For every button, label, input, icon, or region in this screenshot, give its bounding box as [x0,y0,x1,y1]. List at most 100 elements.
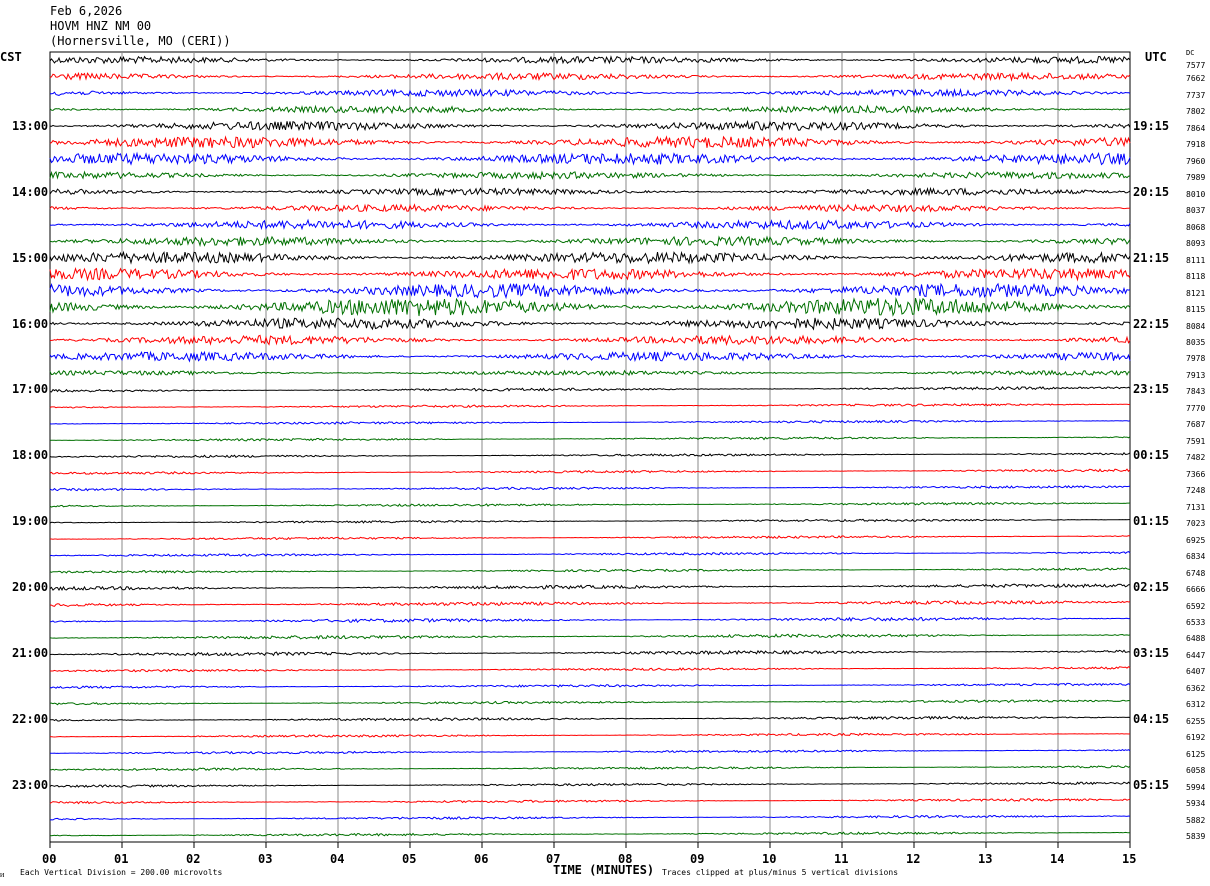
dc-value: 5882 [1186,815,1206,825]
trace-line [49,798,1131,805]
station-label: HOVM HNZ NM 00 [50,19,152,33]
trace-line [49,350,1131,363]
trace-line [49,151,1131,166]
utc-hour-label: 20:15 [1133,184,1170,199]
trace-line [49,282,1131,300]
x-tick-label: 09 [690,852,705,866]
trace-line [49,203,1131,213]
trace-line [49,715,1131,722]
trace-line [49,218,1131,231]
dc-value: 7662 [1186,74,1206,84]
dc-value: 6192 [1186,733,1206,743]
cst-hour-label: 17:00 [12,382,49,397]
trace-line [49,436,1131,442]
trace-line [49,551,1131,557]
dc-label: DC [1186,49,1195,57]
dc-value: 8035 [1186,337,1206,347]
dc-value: 8115 [1186,305,1206,315]
utc-hour-label: 03:15 [1133,645,1170,660]
trace-line [49,119,1131,132]
dc-value: 6125 [1186,749,1206,759]
trace-line [49,403,1131,409]
location-label: (Hornersville, MO (CERI)) [50,34,231,48]
trace-line [49,266,1131,282]
dc-value: 5994 [1186,782,1206,792]
dc-value: 7023 [1186,519,1206,529]
trace-line [49,485,1131,492]
trace-line [49,732,1131,738]
trace-line [49,55,1131,65]
cst-hour-label: 18:00 [12,448,49,463]
trace-line [49,104,1131,115]
dc-value: 6592 [1186,601,1206,611]
x-tick-label: 08 [618,852,633,866]
dc-value: 5839 [1186,832,1206,842]
x-tick-label: 10 [762,852,777,866]
dc-value: 6666 [1186,585,1206,595]
x-tick-label: 00 [42,852,57,866]
dc-value: 7843 [1186,387,1206,397]
dc-value: 6925 [1186,535,1206,545]
dc-value: 8037 [1186,206,1206,216]
trace-line [49,831,1130,837]
trace-line [49,297,1131,317]
x-tick-label: 06 [474,852,489,866]
trace-line [49,814,1131,821]
x-tick-label: 07 [546,852,561,866]
cst-hour-label: 22:00 [12,711,49,726]
plot-frame [49,51,1131,843]
dc-value: 8010 [1186,189,1206,199]
trace-line [49,419,1131,425]
x-tick-label: 03 [258,852,273,866]
cst-hour-label: 15:00 [12,250,49,265]
trace-line [49,135,1131,149]
dc-value: 7918 [1186,140,1206,150]
dc-value: 7960 [1186,156,1206,166]
trace-line [49,501,1131,508]
utc-hour-label: 19:15 [1133,118,1170,133]
trace-line [50,666,1131,673]
cst-label: CST [0,50,22,64]
dc-value: 7687 [1186,420,1206,430]
trace-line [49,316,1131,331]
vertical-division-note: Each Vertical Division = 200.00 microvol… [20,868,223,877]
trace-line [49,235,1131,248]
dc-value: 6255 [1186,716,1206,726]
x-tick-label: 15 [1122,852,1137,866]
dc-value: 7577 [1186,61,1206,70]
trace-line [49,386,1131,393]
dc-value: 7591 [1186,436,1206,446]
dc-value: 6058 [1186,766,1206,776]
utc-hour-label: 23:15 [1133,382,1170,397]
trace-line [49,781,1131,788]
logo-mark: ᴎ [0,870,5,879]
dc-value: 6748 [1186,568,1206,578]
trace-line [49,186,1131,197]
dc-value: 6362 [1186,683,1206,693]
cst-hour-label: 16:00 [12,316,49,331]
dc-value: 7802 [1186,107,1206,117]
trace-line [49,616,1131,624]
x-tick-label: 02 [186,852,201,866]
dc-value: 7978 [1186,354,1206,364]
clip-note: Traces clipped at plus/minus 5 vertical … [662,868,899,877]
cst-hour-label: 14:00 [12,184,49,199]
dc-value: 7131 [1186,502,1206,512]
x-tick-label: 13 [978,852,993,866]
trace-line [49,468,1131,475]
trace-line [49,334,1131,347]
dc-value: 7366 [1186,469,1206,479]
dc-value: 6488 [1186,634,1206,644]
utc-hour-label: 05:15 [1133,777,1170,792]
dc-value: 7913 [1186,370,1206,380]
cst-hour-label: 13:00 [12,118,49,133]
trace-line [49,633,1131,640]
x-tick-label: 12 [906,852,921,866]
dc-value: 5934 [1186,799,1206,809]
dc-value: 7737 [1186,90,1206,100]
dc-value: 8121 [1186,288,1206,298]
trace-line [49,71,1131,82]
trace-line [49,250,1131,265]
dc-value: 7248 [1186,486,1206,496]
